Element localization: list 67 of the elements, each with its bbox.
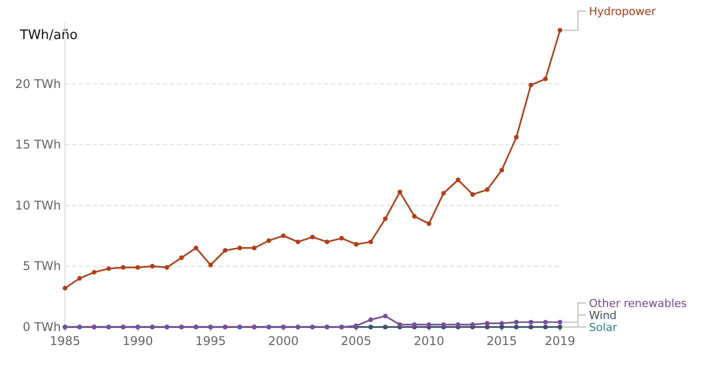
point [412,214,417,219]
point [412,322,417,327]
point [135,265,140,270]
point [398,190,402,194]
point [222,248,228,253]
y-tick-label: 10 TWh [15,198,61,212]
point [339,236,344,241]
x-tick-label: 2019 [544,334,576,348]
point [528,320,534,324]
point [310,234,315,240]
point [441,190,446,196]
y-tick-label: 15 TWh [15,138,61,152]
point [106,266,111,271]
point [368,240,374,244]
point [179,255,184,260]
y-tick-label: 20 TWh [15,76,61,91]
point [77,276,82,281]
point [456,322,460,327]
point [558,320,562,324]
point [382,314,388,318]
point [470,322,475,327]
text: Other renewables [589,297,688,310]
point [150,264,155,268]
point [441,322,446,327]
point [558,28,562,33]
y-tick-label: 5 TWh [22,259,61,274]
point [368,317,374,322]
x-tick-label: 2000 [268,334,299,348]
point [382,216,388,222]
point [456,178,460,182]
point [354,242,358,247]
x-tick-label: 2010 [414,334,444,348]
point [62,286,68,290]
point [296,240,300,244]
point [266,238,272,243]
point [398,322,402,327]
point [281,234,286,238]
y-tick-label: 0 TWh [22,320,61,334]
point [528,82,534,88]
point [484,321,490,326]
point [120,265,126,270]
point [499,321,504,326]
point [514,135,519,140]
x-tick-label: 1985 [50,334,80,348]
point [499,168,504,172]
point [252,246,257,250]
point [543,76,548,82]
x-tick-label: 1990 [122,334,154,348]
x-tick-label: 1995 [195,334,226,348]
chart-title: TWh/año [19,28,78,43]
point [470,192,475,197]
point [164,265,170,270]
point [237,246,242,250]
point [324,240,330,244]
point [426,322,432,327]
point [426,221,432,226]
point [543,320,548,324]
point [208,262,213,268]
text: Solar [589,321,618,334]
point [92,270,96,275]
text: Wind [589,309,617,322]
point [484,187,490,192]
x-tick-label: 2015 [486,334,518,348]
text: Hydropower [589,5,656,18]
x-tick-label: 2005 [340,334,372,348]
point [194,246,198,250]
point [514,320,519,324]
